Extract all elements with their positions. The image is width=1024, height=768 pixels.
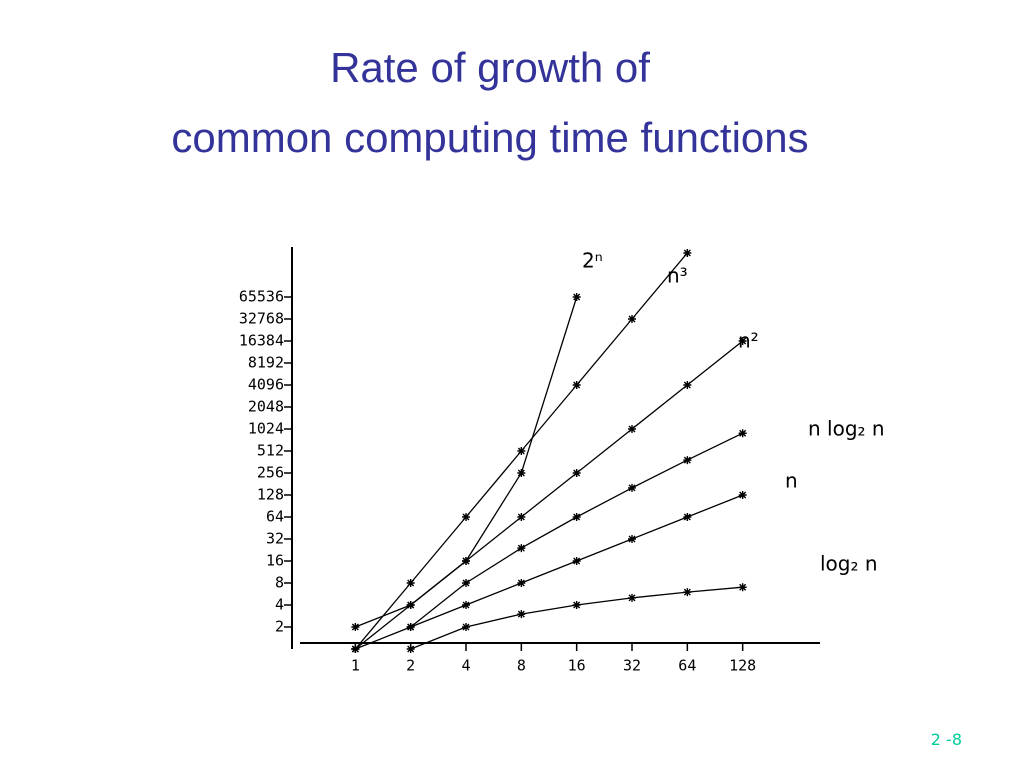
- series: 2ⁿ: [351, 249, 603, 631]
- point-marker: [628, 315, 636, 323]
- series-label: log₂ n: [820, 552, 878, 576]
- point-marker: [628, 535, 636, 543]
- point-marker: [462, 513, 470, 521]
- series: n: [351, 469, 798, 653]
- point-marker: [572, 381, 581, 389]
- series-line: [354, 340, 744, 650]
- series-label: 2ⁿ: [582, 249, 603, 273]
- point-marker: [462, 579, 470, 587]
- x-tick-label: 1: [351, 657, 360, 675]
- series-line: [410, 432, 743, 628]
- point-marker: [683, 513, 692, 521]
- series-label: n log₂ n: [808, 417, 885, 441]
- series: log₂ n: [406, 552, 878, 653]
- x-tick-label: 128: [729, 657, 756, 675]
- point-marker: [351, 645, 360, 653]
- series-line: [355, 494, 743, 650]
- point-marker: [572, 557, 581, 565]
- x-tick-label: 64: [678, 657, 696, 675]
- point-marker: [462, 557, 470, 565]
- y-tick-label: 16: [266, 552, 284, 570]
- y-tick-label: 64: [266, 508, 284, 526]
- y-tick-label: 16384: [239, 332, 284, 350]
- point-marker: [683, 249, 692, 257]
- y-tick-label: 65536: [239, 288, 284, 306]
- chart-title: Rate of growth of common computing time f…: [171, 44, 808, 161]
- point-marker: [406, 623, 415, 631]
- series-label: n: [785, 469, 798, 493]
- series: n³: [351, 249, 692, 653]
- point-marker: [462, 623, 470, 631]
- y-tick-label: 4096: [248, 376, 284, 394]
- point-marker: [572, 601, 581, 609]
- series: n²: [351, 329, 759, 653]
- x-tick-label: 4: [461, 657, 470, 675]
- series-label: n²: [738, 329, 759, 353]
- point-marker: [628, 483, 636, 492]
- y-tick-label: 2048: [248, 398, 284, 416]
- y-tick-label: 8192: [248, 354, 284, 372]
- point-marker: [517, 610, 526, 619]
- x-tick-label: 2: [406, 657, 415, 675]
- point-marker: [462, 601, 470, 609]
- point-marker: [406, 601, 415, 609]
- point-marker: [406, 579, 415, 587]
- series-line: [410, 586, 743, 650]
- point-marker: [517, 513, 526, 521]
- series: n log₂ n: [406, 417, 885, 631]
- point-marker: [683, 381, 692, 389]
- series-line: [355, 296, 578, 628]
- point-marker: [738, 429, 747, 438]
- point-marker: [738, 491, 747, 499]
- point-marker: [628, 425, 636, 433]
- point-marker: [517, 447, 526, 455]
- x-tick-label: 32: [623, 657, 641, 675]
- y-tick-label: 1024: [248, 420, 284, 438]
- y-tick-label: 8: [275, 574, 284, 592]
- y-tick-label: 2: [275, 618, 284, 636]
- series-label: n³: [667, 264, 688, 288]
- point-marker: [517, 579, 526, 587]
- y-tick-label: 512: [257, 442, 284, 460]
- y-tick-label: 4: [275, 596, 284, 614]
- point-marker: [572, 469, 581, 477]
- point-marker: [517, 544, 526, 553]
- slide-number: 2 -8: [931, 730, 962, 749]
- point-marker: [572, 513, 581, 521]
- point-marker: [683, 588, 692, 597]
- point-marker: [738, 583, 747, 592]
- x-tick-label: 16: [568, 657, 586, 675]
- y-tick-label: 32: [266, 530, 284, 548]
- point-marker: [406, 645, 415, 653]
- y-tick-label: 128: [257, 486, 284, 504]
- point-marker: [628, 593, 636, 602]
- x-tick-label: 8: [517, 657, 526, 675]
- y-tick-label: 256: [257, 464, 284, 482]
- point-marker: [351, 623, 360, 631]
- point-marker: [572, 293, 581, 301]
- y-tick-label: 32768: [239, 310, 284, 328]
- point-marker: [517, 469, 526, 477]
- point-marker: [683, 456, 692, 465]
- point-marker: [738, 337, 747, 345]
